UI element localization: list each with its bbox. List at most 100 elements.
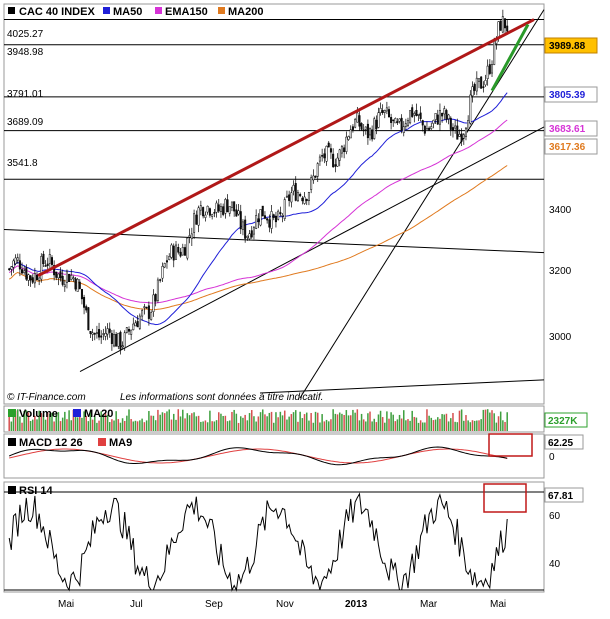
volume-bar-178 <box>396 419 399 431</box>
candle-body-193 <box>428 127 431 130</box>
candle-body-10 <box>29 275 32 281</box>
candle-body-171 <box>381 110 384 113</box>
candle-body-207 <box>458 134 461 137</box>
volume-bar-15 <box>40 413 43 431</box>
volume-bar-120 <box>270 411 273 431</box>
instrument-label: CAC 40 INDEX <box>19 6 95 18</box>
price-legend: CAC 40 INDEX MA50 EMA150 MA200 <box>8 6 263 18</box>
volume-bar-121 <box>272 422 275 431</box>
volume-bar-77 <box>175 419 177 431</box>
candle-body-138 <box>310 177 313 190</box>
month-label-2013: 2013 <box>345 599 368 610</box>
candle-body-227 <box>501 16 504 33</box>
candle-body-57 <box>130 329 133 335</box>
candle-body-140 <box>314 175 317 178</box>
volume-bar-119 <box>268 412 271 431</box>
volume-bar-191 <box>424 422 426 431</box>
volume-bar-163 <box>365 421 367 431</box>
volume-bar-35 <box>83 411 85 431</box>
candle-body-214 <box>473 84 476 91</box>
volume-bar-183 <box>407 419 409 431</box>
candle-body-21 <box>53 265 56 276</box>
candle-body-190 <box>421 120 424 126</box>
candle-body-202 <box>447 114 450 120</box>
ma200-value-label: 3617.36 <box>549 142 586 153</box>
volume-bar-182 <box>405 420 407 431</box>
candle-body-142 <box>318 156 321 162</box>
candle-body-131 <box>294 183 297 201</box>
volume-bar-10 <box>29 420 32 431</box>
volume-bar-167 <box>373 418 375 431</box>
ma200-line <box>8 165 508 311</box>
volume-bar-29 <box>70 420 72 431</box>
candle-body-222 <box>491 64 494 74</box>
volume-bar-34 <box>81 417 83 431</box>
volume-bar-90 <box>204 420 207 431</box>
volume-ma20-label: MA20 <box>84 408 113 420</box>
volume-bar-57 <box>130 419 132 431</box>
rsi-line <box>8 492 508 592</box>
volume-bar-23 <box>57 412 60 431</box>
volume-bar-218 <box>482 409 485 431</box>
volume-bar-169 <box>377 414 380 431</box>
candle-body-156 <box>349 129 352 139</box>
candle-body-135 <box>303 196 306 204</box>
volume-bar-78 <box>177 409 180 431</box>
ema150-swatch <box>155 7 162 14</box>
candle-body-25 <box>61 275 64 285</box>
month-label-mar: Mar <box>420 599 438 610</box>
price-tick-3400: 3400 <box>549 205 572 216</box>
candle-body-115 <box>259 209 262 226</box>
price-panel <box>3 3 545 405</box>
volume-bar-73 <box>166 411 168 431</box>
volume-bar-166 <box>371 421 373 431</box>
volume-bar-194 <box>430 417 433 431</box>
volume-bar-184 <box>409 420 411 431</box>
volume-bar-151 <box>338 412 341 431</box>
volume-bar-170 <box>379 410 382 431</box>
volume-bar-148 <box>332 409 334 431</box>
ma50-value-label: 3805.39 <box>549 90 586 101</box>
candle-body-85 <box>193 213 196 233</box>
volume-bar-19 <box>49 413 51 431</box>
volume-bar-200 <box>443 414 446 431</box>
candle-body-82 <box>186 237 189 259</box>
candle-body-150 <box>336 157 339 167</box>
volume-bar-37 <box>87 421 90 431</box>
volume-bar-220 <box>486 409 489 431</box>
candle-body-134 <box>301 197 304 202</box>
volume-bar-67 <box>152 415 155 431</box>
volume-bar-18 <box>46 412 49 431</box>
candle-body-159 <box>356 112 359 123</box>
candle-body-1 <box>10 266 13 270</box>
volume-bar-160 <box>358 420 361 431</box>
red-resistance-line <box>37 18 535 278</box>
candle-body-144 <box>323 153 326 159</box>
candle-body-53 <box>121 345 124 347</box>
volume-bar-50 <box>115 411 117 431</box>
volume-bar-49 <box>113 420 115 431</box>
candle-body-147 <box>329 148 332 153</box>
volume-bar-99 <box>224 415 227 431</box>
candle-body-0 <box>8 268 11 270</box>
volume-value-box <box>544 412 588 428</box>
volume-bar-33 <box>79 415 81 431</box>
candle-body-155 <box>347 136 350 140</box>
volume-bar-177 <box>394 421 397 431</box>
candle-body-76 <box>172 245 175 261</box>
candle-body-8 <box>25 267 28 280</box>
volume-bar-203 <box>450 418 452 431</box>
candle-body-69 <box>156 279 159 301</box>
ema150-line <box>8 119 508 304</box>
candle-body-158 <box>354 119 357 128</box>
candle-body-41 <box>95 332 98 334</box>
candle-body-116 <box>261 205 264 217</box>
volume-bar-98 <box>222 416 224 431</box>
volume-bar-149 <box>334 413 337 431</box>
volume-bar-171 <box>381 417 384 431</box>
candle-body-127 <box>285 195 288 198</box>
candle-body-185 <box>411 107 414 117</box>
volume-bar-136 <box>305 412 308 431</box>
volume-bar-88 <box>200 421 202 431</box>
volume-bar-175 <box>390 412 392 431</box>
